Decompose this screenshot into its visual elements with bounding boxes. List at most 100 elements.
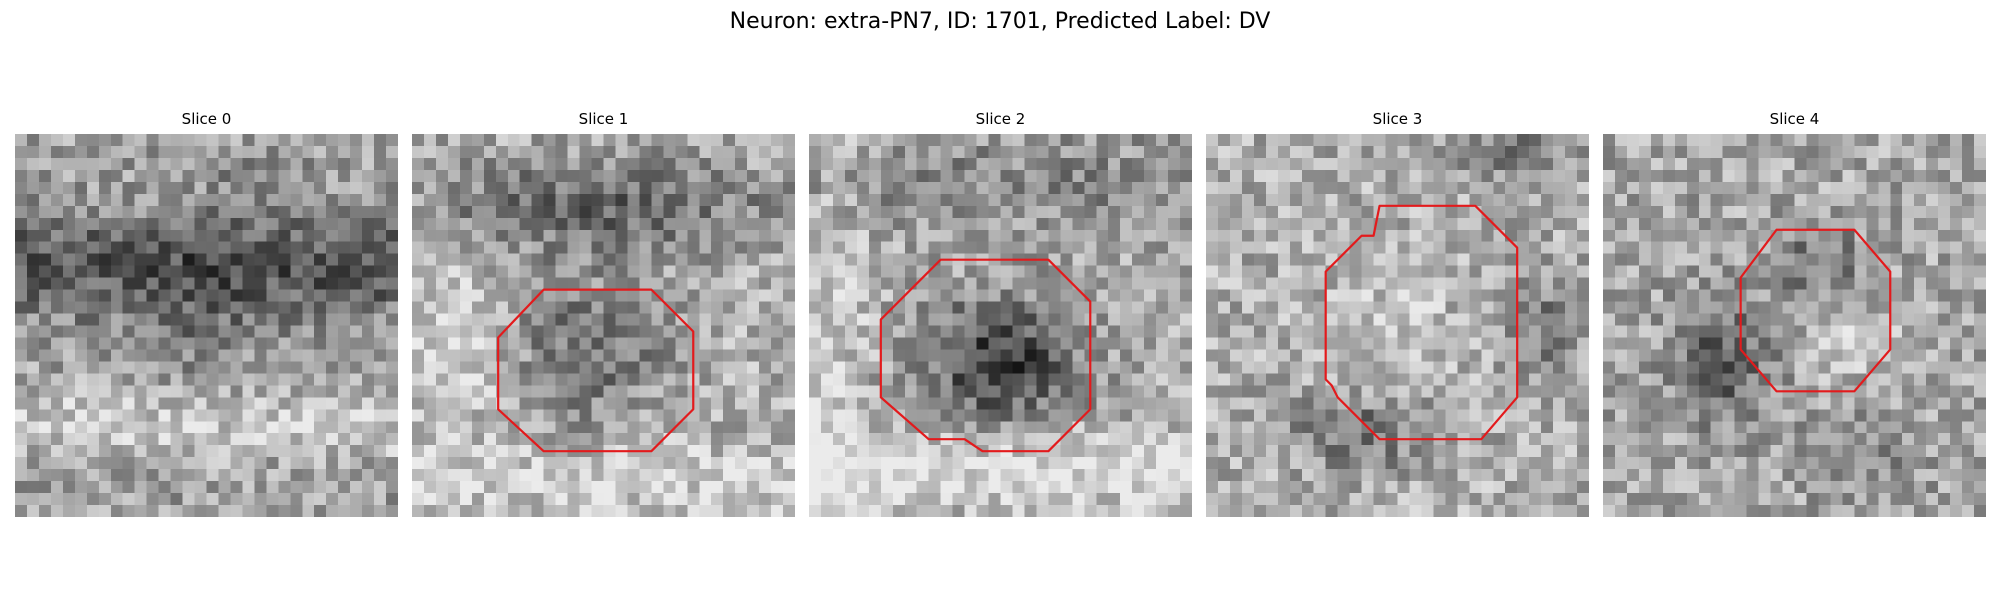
image-pixel: [182, 349, 195, 362]
image-pixel: [1541, 217, 1554, 230]
image-pixel: [832, 349, 845, 362]
image-pixel: [1638, 445, 1651, 458]
image-pixel: [1950, 253, 1963, 266]
image-pixel: [1265, 301, 1278, 314]
image-pixel: [350, 349, 363, 362]
image-pixel: [1505, 433, 1518, 446]
image-pixel: [627, 409, 640, 422]
image-pixel: [543, 469, 556, 482]
image-pixel: [1782, 361, 1795, 374]
image-pixel: [1541, 385, 1554, 398]
image-pixel: [50, 385, 63, 398]
image-pixel: [1313, 301, 1326, 314]
image-pixel: [1734, 385, 1747, 398]
image-pixel: [1770, 433, 1783, 446]
image-pixel: [1626, 229, 1639, 242]
image-pixel: [194, 217, 207, 230]
image-pixel: [62, 457, 75, 470]
image-pixel: [495, 433, 508, 446]
image-pixel: [146, 385, 159, 398]
image-pixel: [314, 241, 327, 254]
image-pixel: [1036, 145, 1049, 158]
image-pixel: [783, 253, 795, 266]
image-pixel: [266, 505, 279, 517]
image-pixel: [783, 277, 795, 290]
image-pixel: [699, 313, 712, 326]
image-pixel: [1553, 445, 1566, 458]
image-pixel: [362, 349, 375, 362]
image-pixel: [543, 505, 556, 517]
image-pixel: [1120, 469, 1133, 482]
image-pixel: [1878, 445, 1891, 458]
image-pixel: [338, 337, 351, 350]
image-pixel: [952, 229, 965, 242]
image-pixel: [976, 169, 989, 182]
image-pixel: [1603, 349, 1615, 362]
image-pixel: [543, 277, 556, 290]
image-pixel: [1012, 457, 1025, 470]
image-pixel: [1818, 229, 1831, 242]
image-pixel: [1650, 145, 1663, 158]
image-pixel: [1060, 493, 1073, 506]
image-pixel: [15, 505, 27, 517]
image-pixel: [1505, 157, 1518, 170]
image-pixel: [230, 397, 243, 410]
image-pixel: [495, 301, 508, 314]
image-pixel: [1301, 421, 1314, 434]
image-pixel: [1469, 385, 1482, 398]
image-pixel: [1253, 217, 1266, 230]
image-pixel: [809, 277, 821, 290]
image-pixel: [447, 325, 460, 338]
image-pixel: [940, 313, 953, 326]
image-pixel: [230, 265, 243, 278]
image-pixel: [1206, 181, 1218, 194]
image-pixel: [1710, 301, 1723, 314]
image-pixel: [1650, 265, 1663, 278]
image-pixel: [1457, 445, 1470, 458]
image-pixel: [1698, 337, 1711, 350]
image-pixel: [1505, 241, 1518, 254]
image-pixel: [1830, 253, 1843, 266]
image-pixel: [615, 169, 628, 182]
image-pixel: [1156, 217, 1169, 230]
image-pixel: [651, 205, 664, 218]
image-pixel: [1722, 193, 1735, 206]
image-pixel: [423, 134, 436, 146]
image-pixel: [1217, 481, 1230, 494]
image-pixel: [699, 361, 712, 374]
image-pixel: [266, 349, 279, 362]
image-pixel: [940, 265, 953, 278]
image-pixel: [1603, 445, 1615, 458]
image-pixel: [809, 289, 821, 302]
image-pixel: [1902, 445, 1915, 458]
image-pixel: [1265, 325, 1278, 338]
image-pixel: [386, 229, 398, 242]
image-pixel: [809, 301, 821, 314]
image-pixel: [1565, 457, 1578, 470]
image-pixel: [1156, 241, 1169, 254]
image-pixel: [471, 181, 484, 194]
image-pixel: [591, 277, 604, 290]
image-pixel: [820, 325, 833, 338]
image-pixel: [820, 169, 833, 182]
image-pixel: [1301, 229, 1314, 242]
image-pixel: [170, 445, 183, 458]
image-pixel: [880, 409, 893, 422]
image-pixel: [603, 157, 616, 170]
image-pixel: [1493, 325, 1506, 338]
image-pixel: [74, 433, 87, 446]
image-pixel: [182, 289, 195, 302]
image-pixel: [1349, 493, 1362, 506]
image-pixel: [711, 265, 724, 278]
image-pixel: [218, 493, 231, 506]
image-pixel: [423, 409, 436, 422]
image-pixel: [1253, 421, 1266, 434]
image-pixel: [1373, 277, 1386, 290]
image-pixel: [1926, 349, 1939, 362]
image-pixel: [1650, 325, 1663, 338]
image-pixel: [675, 337, 688, 350]
image-pixel: [928, 217, 941, 230]
image-pixel: [122, 301, 135, 314]
image-pixel: [856, 229, 869, 242]
image-pixel: [759, 169, 772, 182]
